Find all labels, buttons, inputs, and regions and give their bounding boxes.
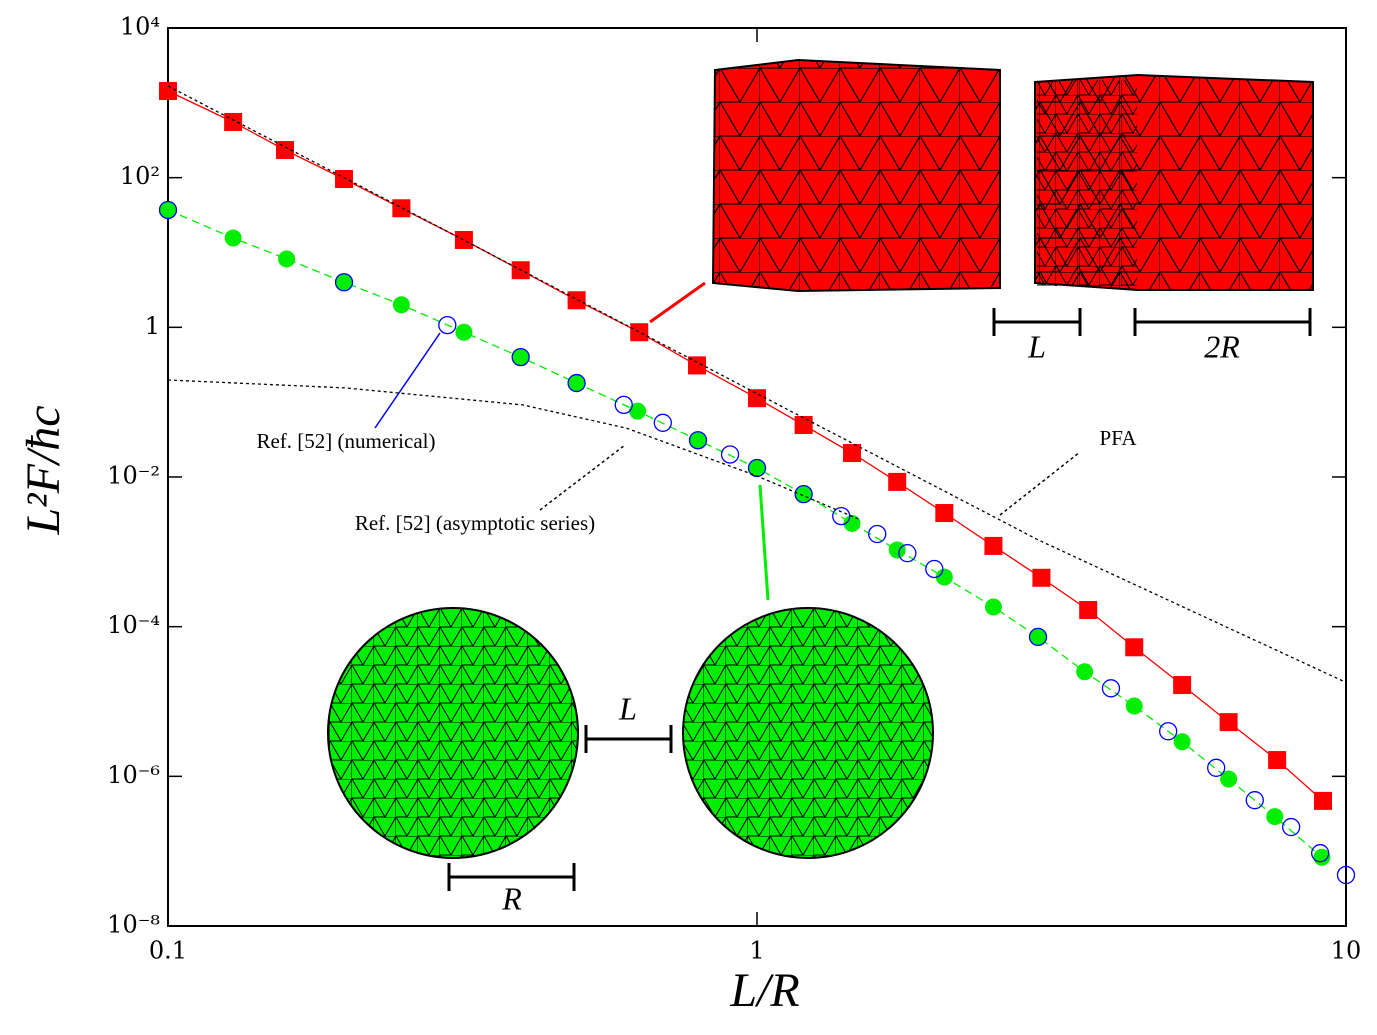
square-marker [984,537,1002,555]
pointer [375,333,440,428]
square-marker [1314,792,1332,810]
circle-marker [1076,663,1093,680]
square-marker [935,504,953,522]
open-circle-marker [833,508,850,525]
y-tick-label: 10² [120,162,160,190]
y-axis-label: L²F/ħc [17,405,70,535]
pointer [1000,452,1080,515]
y-tick-label: 10⁻⁴ [107,611,160,639]
circle-marker [225,230,242,247]
square-marker [795,416,813,434]
x-axis-label: L/R [729,964,799,1017]
open-circle-marker [1208,759,1225,776]
open-circle-marker [722,446,739,463]
square-marker [455,231,473,249]
y-tick-label: 10⁻⁶ [107,761,160,789]
square-marker [1268,751,1286,769]
square-marker [843,444,861,462]
circle-marker [393,296,410,313]
sphere-mesh [328,608,578,858]
circle-marker [1266,808,1283,825]
chart: L/R L²F/ħc 0.1 1 10 10⁴ 10² 1 10⁻² 10⁻⁴ 10⁻⁶ 10⁻⁸… [0,0,1377,1030]
square-marker [335,170,353,188]
insets [328,60,1313,891]
sphere-mesh [683,608,933,858]
square-marker [630,323,648,341]
y-tick-label: 10⁻⁸ [107,911,160,939]
square-marker [392,199,410,217]
annotation: L [1027,328,1046,364]
square-marker [1125,638,1143,656]
open-circle-marker [1102,680,1119,697]
circle-marker [455,324,472,341]
square-marker [1032,569,1050,587]
circle-marker [1126,698,1143,715]
annotation: Ref. [52] (asymptotic series) [355,511,595,535]
plate-mesh [713,60,1000,291]
square-marker [748,389,766,407]
open-circle-marker [869,526,886,543]
x-tick-label: 1 [749,937,764,965]
x-tick-label: 10 [1331,937,1362,965]
pointer [650,283,705,322]
x-tick-label: 0.1 [149,937,187,965]
circle-marker [889,541,906,558]
circle-marker [278,250,295,267]
circle-marker [985,599,1002,616]
square-marker [159,82,177,100]
square-marker [1173,676,1191,694]
square-marker [1079,601,1097,619]
square-marker [888,473,906,491]
square-marker [568,291,586,309]
annotation: L [618,690,637,726]
pointer [760,485,768,600]
scale-bar [586,725,671,753]
open-circle-marker [1283,819,1300,836]
y-tick-label: 1 [145,312,160,340]
pointer [540,445,625,510]
y-tick-label: 10⁻² [107,462,160,490]
annotation: PFA [1100,426,1138,450]
annotation: R [501,880,522,916]
y-tick-label: 10⁴ [120,13,160,41]
open-circle-marker [926,560,943,577]
annotation: Ref. [52] (numerical) [256,429,435,453]
plate-mesh [1037,80,1137,286]
annotation: 2R [1204,328,1240,364]
square-marker [224,113,242,131]
square-marker [1220,713,1238,731]
circle-marker [1174,733,1191,750]
